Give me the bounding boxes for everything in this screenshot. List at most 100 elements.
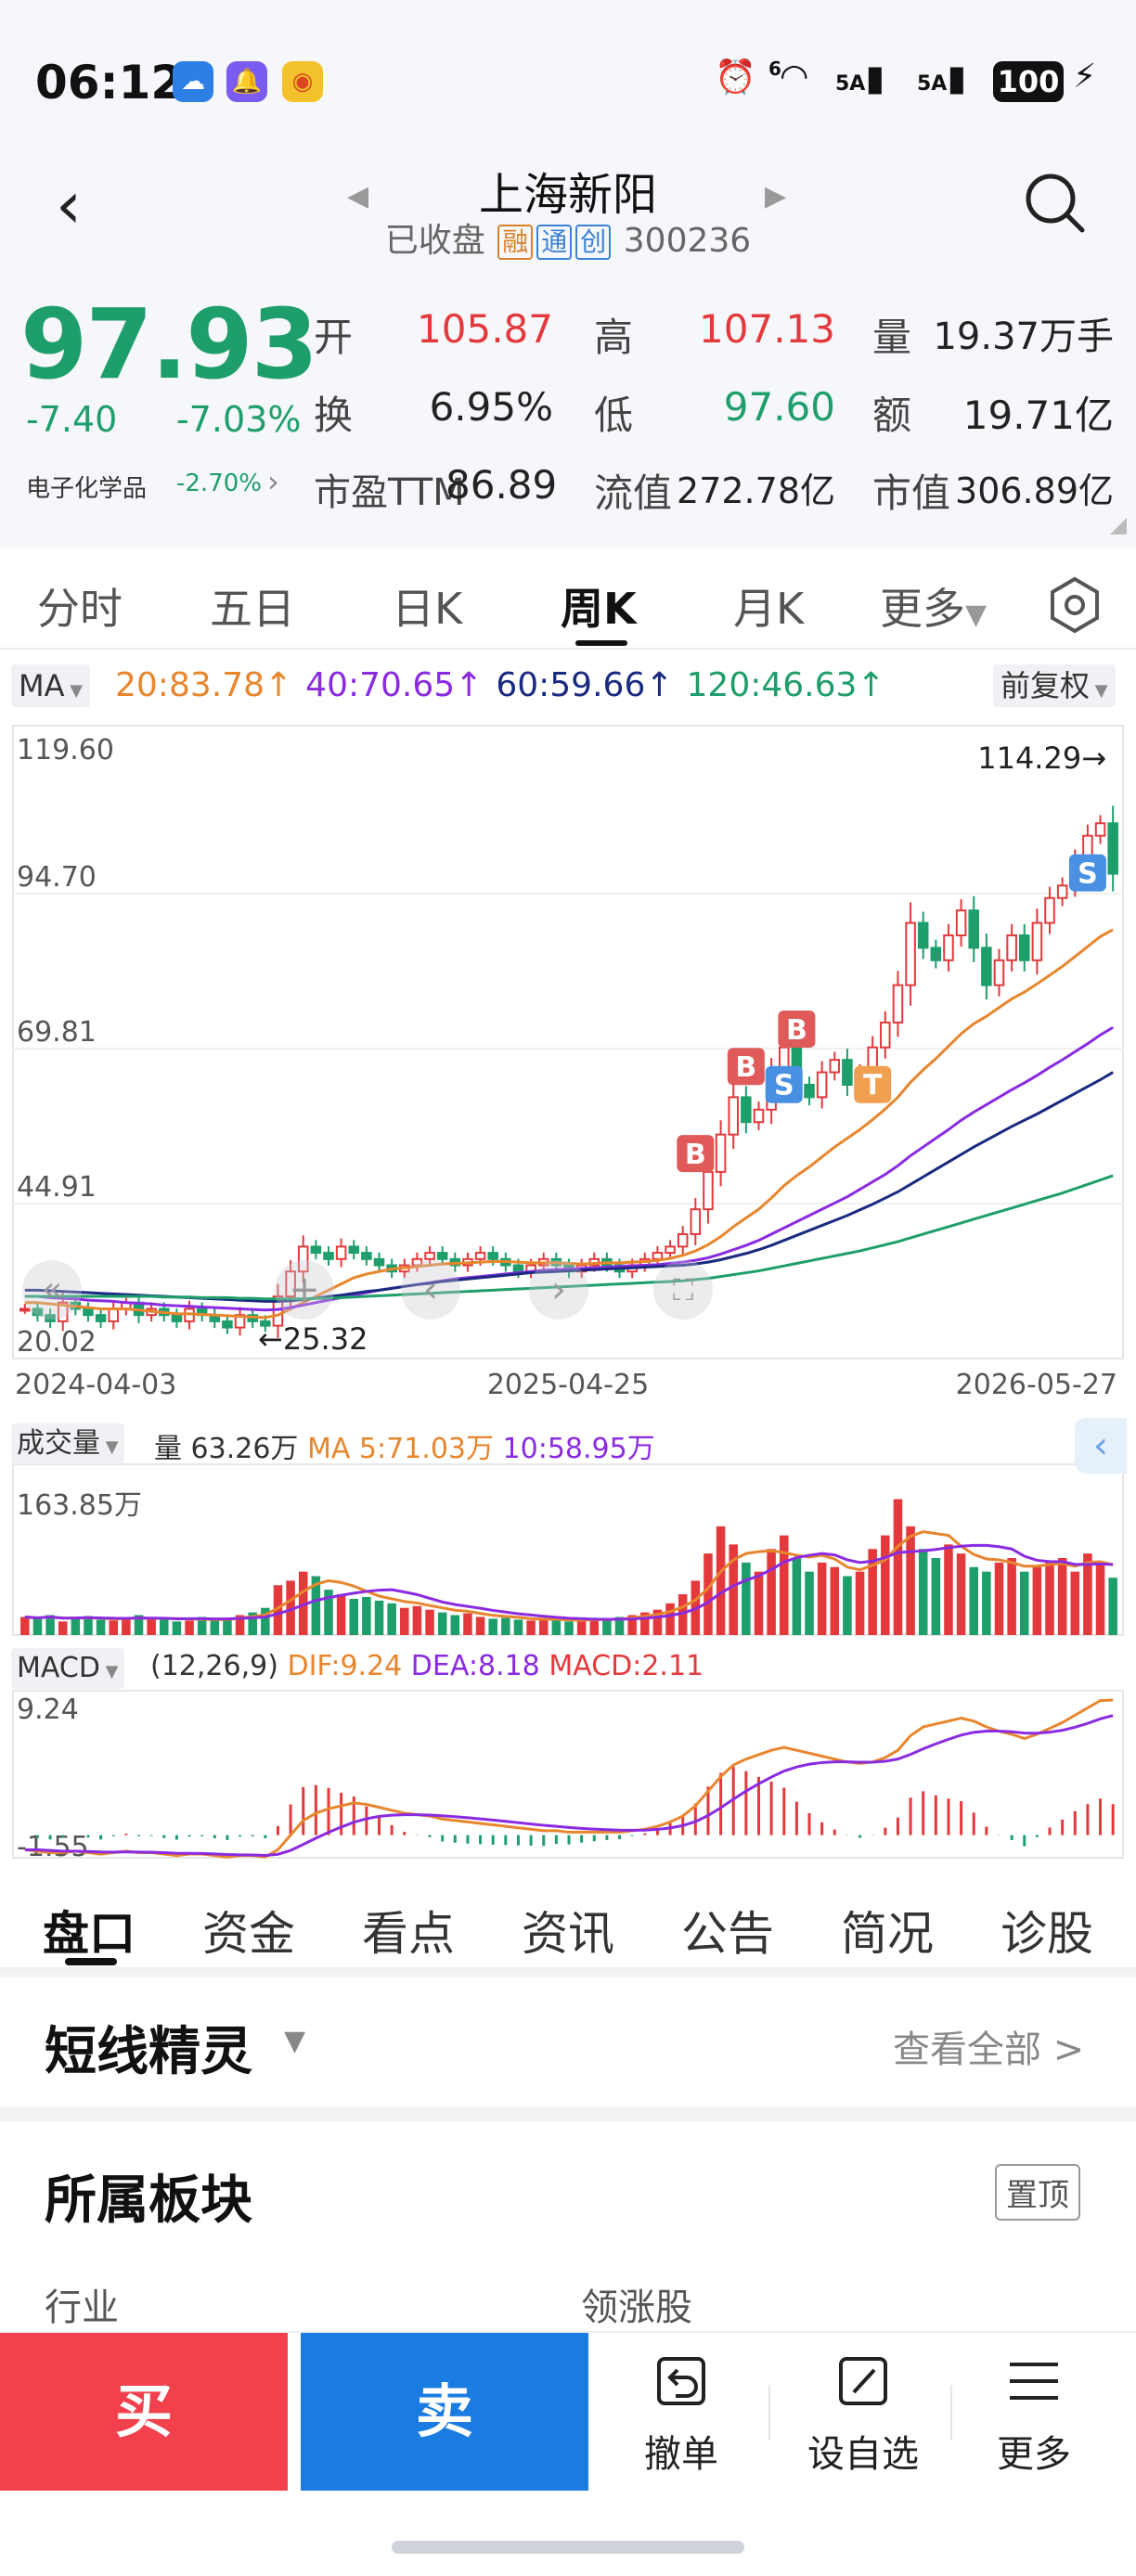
chevron-right-icon[interactable]: › (267, 464, 279, 499)
prev-stock-icon[interactable]: ◀ (347, 180, 369, 213)
float-cap-value: 272.78亿 (677, 470, 835, 511)
volume-bar (906, 1526, 915, 1635)
charging-icon: ⚡ (1073, 58, 1097, 96)
candle-body (703, 1170, 714, 1211)
scroll-left-icon[interactable]: ‹ (401, 1260, 460, 1320)
tab-daily-k[interactable]: 日K (392, 584, 463, 634)
macd-dif-legend: DIF:9.24 (287, 1650, 403, 1682)
status-bar: 06:12 ☁ 🔔 ◉ ⏰ 6◠ 5A▮ 5A▮ 100 ⚡ (0, 0, 1136, 158)
settings-hex-icon[interactable] (1045, 575, 1104, 635)
battery-icon: 100 (993, 61, 1064, 102)
volume-bar (488, 1618, 497, 1635)
divider (0, 2106, 1136, 2121)
cancel-order-button[interactable]: 撤单 (607, 2351, 755, 2478)
tab-news[interactable]: 资讯 (522, 1907, 614, 1961)
adjust-select[interactable]: 前复权 ▼ (993, 664, 1116, 707)
volume-indicator-label: 成交量 (17, 1427, 100, 1460)
low-label: 低 (594, 393, 634, 438)
tab-announcements[interactable]: 公告 (681, 1907, 774, 1961)
caret-down-icon: ▼ (64, 681, 84, 701)
tab-orderbook[interactable]: 盘口 (43, 1907, 136, 1961)
undo-icon (657, 2357, 705, 2405)
volume-bar (678, 1594, 688, 1635)
view-all-link[interactable]: 查看全部 > (893, 2029, 1085, 2071)
expand-corner-icon[interactable] (1110, 518, 1127, 535)
side-panel-toggle-icon[interactable]: ‹ (1075, 1418, 1127, 1474)
edit-icon (839, 2357, 887, 2405)
volume-bar (805, 1571, 814, 1635)
volume-bar (1045, 1562, 1054, 1635)
candle-body (677, 1232, 689, 1248)
tag-margin: 融 (497, 225, 534, 260)
menu-icon (1010, 2363, 1058, 2400)
volume-bar (134, 1615, 144, 1635)
scroll-left-fast-icon[interactable]: « (22, 1260, 82, 1320)
candle-body (968, 909, 980, 949)
turnover-label: 换 (314, 393, 354, 438)
home-indicator[interactable] (392, 2541, 744, 2554)
trade-marker-label: S (774, 1070, 794, 1102)
tab-diagnosis[interactable]: 诊股 (1000, 1907, 1093, 1961)
more-button[interactable]: 更多 (960, 2351, 1108, 2478)
macd-chart-border (12, 1690, 1124, 1859)
volume-bar (387, 1603, 396, 1635)
tab-five-day[interactable]: 五日 (210, 584, 295, 634)
tab-capital[interactable]: 资金 (202, 1907, 295, 1961)
tab-intraday[interactable]: 分时 (37, 584, 123, 634)
candle-body (57, 1301, 69, 1322)
pe-value: 86.89 (445, 462, 558, 508)
kline-chart[interactable]: 119.60 94.70 69.81 44.91 20.02 2024-04-03 2025… (0, 651, 1136, 1876)
ma-line-ma20 (24, 928, 1114, 1320)
tab-highlights[interactable]: 看点 (362, 1907, 455, 1961)
volume-bar (792, 1557, 802, 1635)
volume-bar (1108, 1578, 1117, 1635)
volume-indicator-select[interactable]: 成交量 ▼ (11, 1423, 124, 1464)
ma-legend-120: 120:46.63↑ (686, 666, 885, 704)
fullscreen-icon[interactable]: ⛶ (653, 1260, 713, 1320)
volume-bar (538, 1618, 549, 1635)
candle-body (474, 1252, 486, 1260)
candle-body (816, 1071, 828, 1099)
volume-bar (652, 1609, 663, 1635)
pin-button[interactable]: 置顶 (995, 2164, 1080, 2221)
price-change: -7.40 (26, 399, 118, 440)
candle-body (728, 1096, 739, 1136)
tab-weekly-k[interactable]: 周K (561, 584, 637, 634)
zoom-in-icon[interactable]: + (275, 1260, 334, 1320)
volume-ma10-line (24, 1543, 1114, 1621)
sell-button[interactable]: 卖 (301, 2333, 588, 2491)
volume-bar (1095, 1562, 1105, 1635)
candle-body (361, 1252, 372, 1260)
search-icon[interactable] (1021, 169, 1088, 236)
sector-change[interactable]: -2.70% (176, 470, 262, 497)
stock-code: 300236 (623, 222, 752, 260)
scroll-right-icon[interactable]: › (529, 1260, 588, 1320)
candle-body (1056, 884, 1068, 899)
volume-bar (729, 1544, 738, 1635)
candle-body (905, 921, 916, 986)
candle-body (260, 1320, 271, 1327)
volume-bar (830, 1566, 840, 1635)
candle-body (297, 1245, 309, 1273)
tab-monthly-k[interactable]: 月K (733, 584, 805, 634)
volume-legend: 量 63.26万 MA 5:71.03万 10:58.95万 (154, 1425, 655, 1466)
macd-indicator-select[interactable]: MACD ▼ (11, 1648, 124, 1689)
volume-bar (450, 1615, 460, 1635)
sector-name[interactable]: 电子化学品 (26, 475, 148, 503)
add-watchlist-button[interactable]: 设自选 (789, 2351, 937, 2478)
tab-more[interactable]: 更多▼ (880, 575, 987, 637)
volume-bar (843, 1576, 852, 1635)
tab-profile[interactable]: 简况 (841, 1907, 934, 1961)
ma-line-ma40 (24, 1025, 1114, 1312)
buy-button[interactable]: 买 (0, 2333, 288, 2491)
volume-bar (248, 1612, 257, 1635)
high-value: 107.13 (699, 306, 835, 352)
indicator-select[interactable]: MA ▼ (11, 664, 91, 707)
short-line-section[interactable]: 短线精灵 ▼ 查看全部 > (0, 1977, 1136, 2106)
caret-down-icon[interactable]: ▼ (284, 2025, 306, 2057)
volume-bar (425, 1609, 434, 1635)
next-stock-icon[interactable]: ▶ (765, 180, 787, 213)
more-label: 更多 (997, 2433, 1071, 2476)
min-price-label: ←25.32 (258, 1321, 368, 1357)
back-icon[interactable]: ‹ (56, 167, 82, 243)
